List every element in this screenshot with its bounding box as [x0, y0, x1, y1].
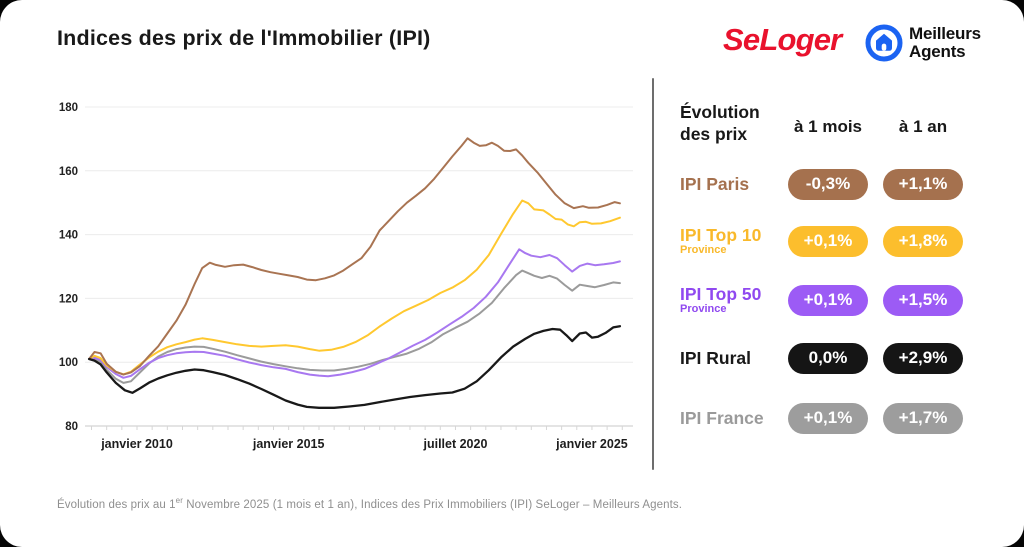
panel-column-header-1year: à 1 an — [898, 117, 948, 136]
panel-header-title: Évolution des prix — [680, 101, 760, 145]
row-label: IPI Top 10 — [680, 224, 762, 245]
meilleurs-agents-logo: Meilleurs Agents — [865, 24, 981, 62]
vertical-divider — [652, 78, 654, 470]
house-circle-icon — [865, 24, 903, 62]
panel-column-header-1month: à 1 mois — [793, 117, 863, 136]
pill-1year: +1,5% — [883, 284, 963, 316]
footer-note-superscript: er — [175, 496, 183, 505]
pill-1year: +1,1% — [883, 168, 963, 200]
x-axis-tick-label: janvier 2010 — [100, 437, 173, 451]
ma-word-line2: Agents — [909, 42, 966, 61]
pill-1month: +0,1% — [788, 225, 868, 257]
pill-1month: 0,0% — [788, 342, 868, 374]
y-axis-tick-label: 100 — [59, 357, 78, 369]
series-line-rural — [87, 325, 622, 409]
pill-1year: +2,9% — [883, 342, 963, 374]
index-row-france: IPI France +0,1% +1,7% — [680, 401, 963, 435]
row-label: IPI Paris — [680, 174, 750, 194]
pill-1month: +0,1% — [788, 402, 868, 434]
row-label: IPI France — [680, 408, 764, 428]
y-axis-tick-label: 160 — [59, 166, 78, 178]
series-line-top10 — [88, 199, 621, 376]
y-axis-tick-label: 140 — [59, 230, 78, 242]
series-line-france — [88, 269, 621, 384]
pill-1month: -0,3% — [788, 168, 868, 200]
chart-canvas: 80 100 120 140 160 180 janvier 2010 janvier 201… — [59, 102, 633, 451]
row-label: IPI Top 50 — [680, 283, 762, 304]
x-axis-tick-label: janvier 2025 — [555, 437, 628, 451]
seloger-logo: SeLoger — [723, 22, 842, 57]
footer-note: Évolution des prix au 1er Novembre 2025 … — [57, 496, 682, 511]
series-line-top50 — [88, 248, 621, 379]
index-row-top10: IPI Top 10 Province +0,1% +1,8% — [680, 224, 963, 258]
row-sublabel: Province — [680, 302, 727, 315]
row-sublabel: Province — [680, 243, 727, 256]
footer-note-prefix: Évolution des prix au 1 — [57, 498, 176, 511]
index-row-top50: IPI Top 50 Province +0,1% +1,5% — [680, 283, 963, 317]
pill-1year: +1,7% — [883, 402, 963, 434]
x-axis-tick-label: juillet 2020 — [422, 437, 487, 451]
series-line-paris — [88, 137, 621, 376]
row-label: IPI Rural — [680, 348, 751, 368]
meilleurs-agents-wordmark: Meilleurs Agents — [909, 25, 981, 61]
price-index-chart: 80 100 120 140 160 180 janvier 2010 janvier 201… — [45, 88, 645, 460]
pill-1month: +0,1% — [788, 284, 868, 316]
x-axis-tick-label: janvier 2015 — [252, 437, 325, 451]
footer-note-suffix: Novembre 2025 (1 mois et 1 an), Indices … — [182, 498, 683, 511]
index-row-paris: IPI Paris -0,3% +1,1% — [680, 167, 963, 201]
pill-1year: +1,8% — [883, 225, 963, 257]
ma-word-line1: Meilleurs — [909, 24, 981, 43]
y-axis-tick-label: 180 — [59, 102, 78, 114]
index-row-rural: IPI Rural 0,0% +2,9% — [680, 341, 963, 375]
y-axis-tick-label: 120 — [59, 293, 78, 305]
page-title: Indices des prix de l'Immobilier (IPI) — [57, 26, 431, 50]
y-axis-tick-label: 80 — [65, 421, 78, 433]
panel-header-title-line1: Évolution — [680, 102, 760, 122]
panel-header-title-line2: des prix — [680, 124, 748, 144]
